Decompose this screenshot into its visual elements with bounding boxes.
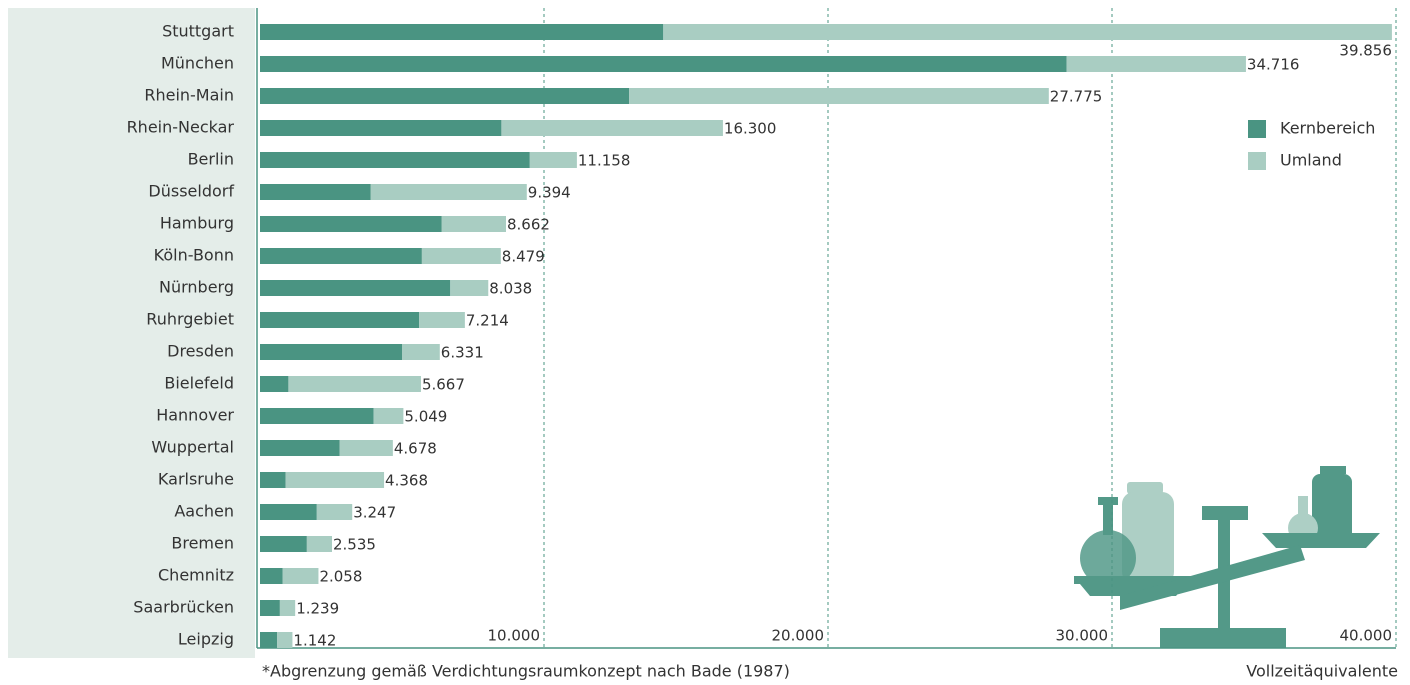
y-tick-label: Stuttgart — [162, 22, 234, 41]
y-tick-label: Leipzig — [178, 630, 234, 649]
x-tick-label: 20.000 — [772, 627, 825, 645]
total-label: 8.038 — [489, 280, 532, 298]
y-tick-label: Aachen — [174, 502, 234, 521]
bar-segment — [373, 408, 404, 424]
y-tick-label: Hamburg — [160, 214, 234, 233]
y-tick-label: Düsseldorf — [148, 182, 234, 201]
bar-segment — [260, 24, 664, 40]
bar-segment — [260, 600, 280, 616]
total-label: 3.247 — [353, 504, 396, 522]
total-label: 5.049 — [404, 408, 447, 426]
total-label: 4.368 — [385, 472, 428, 490]
bar-segment — [260, 568, 283, 584]
footnote: *Abgrenzung gemäß Verdichtungsraumkonzep… — [262, 662, 790, 681]
y-tick-label: Rhein-Neckar — [127, 118, 235, 137]
bar-segment — [260, 152, 530, 168]
bar-segment — [419, 312, 465, 328]
x-tick-label: 30.000 — [1056, 627, 1109, 645]
y-tick-label: München — [161, 54, 234, 73]
y-tick-label: Dresden — [167, 342, 234, 361]
bar-segment — [316, 504, 353, 520]
x-tick-label: 10.000 — [488, 627, 541, 645]
bar-segment — [260, 184, 371, 200]
bar-segment — [277, 632, 293, 648]
bar-segment — [441, 216, 507, 232]
total-label: 27.775 — [1050, 88, 1103, 106]
bar-segment — [288, 376, 421, 392]
total-label: 2.058 — [319, 568, 362, 586]
bar-segment — [450, 280, 489, 296]
category-panel — [8, 8, 255, 658]
total-label: 8.479 — [502, 248, 545, 266]
bar-segment — [260, 408, 374, 424]
y-tick-label: Rhein-Main — [144, 86, 234, 105]
legend-label: Umland — [1280, 151, 1342, 170]
scale-illustration — [1074, 466, 1380, 648]
total-label: 6.331 — [441, 344, 484, 362]
bar-segment — [663, 24, 1392, 40]
y-tick-label: Wuppertal — [151, 438, 234, 457]
bar-segment — [260, 56, 1067, 72]
bar-segment — [279, 600, 296, 616]
bar-segment — [370, 184, 527, 200]
total-label: 7.214 — [466, 312, 509, 330]
bar-segment — [306, 536, 332, 552]
bar-segment — [260, 344, 402, 360]
legend-swatch — [1248, 120, 1266, 138]
total-label: 1.239 — [296, 600, 339, 618]
legend-swatch — [1248, 152, 1266, 170]
y-tick-label: Karlsruhe — [158, 470, 234, 489]
bar-segment — [421, 248, 501, 264]
y-tick-label: Bremen — [171, 534, 234, 553]
y-tick-label: Ruhrgebiet — [146, 310, 234, 329]
legend-label: Kernbereich — [1280, 119, 1375, 138]
total-label: 8.662 — [507, 216, 550, 234]
bar-segment — [260, 632, 278, 648]
bar-segment — [1066, 56, 1246, 72]
total-label: 5.667 — [422, 376, 465, 394]
bar-segment — [260, 248, 422, 264]
y-tick-label: Chemnitz — [158, 566, 234, 585]
bar-segment — [260, 312, 420, 328]
total-label: 9.394 — [528, 184, 571, 202]
bar-segment — [629, 88, 1049, 104]
y-tick-label: Bielefeld — [164, 374, 234, 393]
bar-segment — [260, 376, 289, 392]
y-tick-label: Hannover — [156, 406, 234, 425]
bar-segment — [260, 504, 317, 520]
bar-segment — [282, 568, 319, 584]
bar-segment — [285, 472, 385, 488]
y-tick-label: Köln-Bonn — [154, 246, 234, 265]
bar-segment — [501, 120, 723, 136]
bar-segment — [260, 216, 442, 232]
total-label: 16.300 — [724, 120, 777, 138]
bar-segment — [529, 152, 577, 168]
bar-segment — [260, 536, 307, 552]
total-label: 4.678 — [394, 440, 437, 458]
total-label: 34.716 — [1247, 56, 1300, 74]
bar-segment — [260, 440, 340, 456]
bar-segment — [260, 88, 630, 104]
y-tick-label: Berlin — [188, 150, 234, 169]
bar-segment — [402, 344, 440, 360]
bar-segment — [339, 440, 393, 456]
total-label: 11.158 — [578, 152, 631, 170]
bar-segment — [260, 472, 286, 488]
total-label: 2.535 — [333, 536, 376, 554]
x-axis-label: Vollzeitäquivalente — [1246, 662, 1398, 681]
bar-segment — [260, 120, 502, 136]
y-tick-label: Saarbrücken — [133, 598, 234, 617]
total-label: 39.856 — [1339, 42, 1392, 60]
y-tick-label: Nürnberg — [159, 278, 234, 297]
bar-segment — [260, 280, 451, 296]
x-tick-label: 40.000 — [1340, 627, 1393, 645]
total-label: 1.142 — [293, 632, 336, 650]
